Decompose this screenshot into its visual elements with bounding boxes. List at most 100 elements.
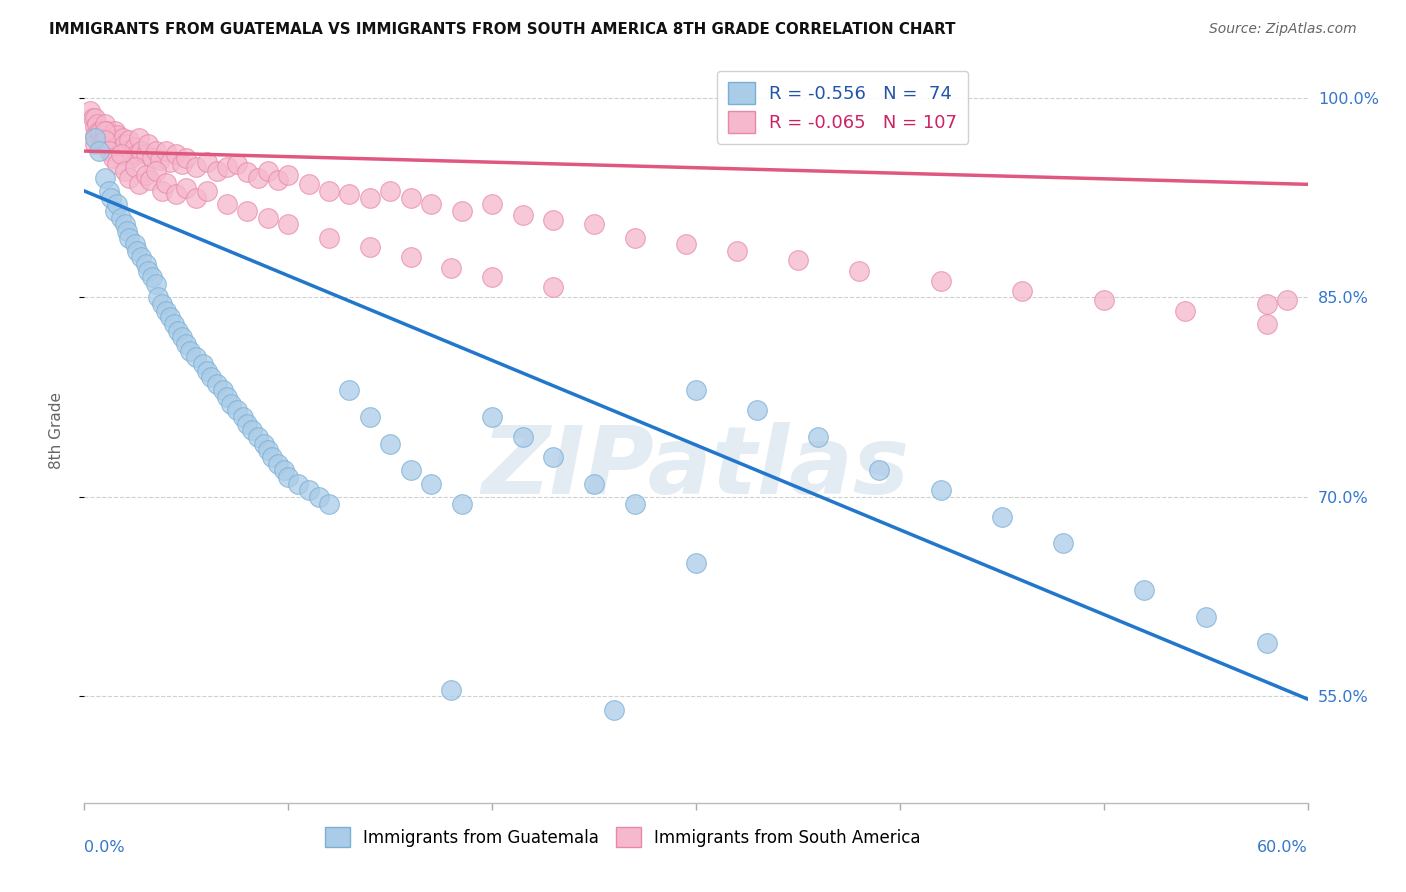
Point (105, 157, 128, 171)
Point (105, 197, 128, 211)
Point (101, 133, 124, 147)
Point (87, 124, 110, 138)
Point (399, 251, 422, 265)
Point (127, 244, 149, 258)
Point (83, 130, 105, 145)
Point (138, 173, 160, 187)
Point (135, 257, 157, 271)
Point (380, 436, 402, 450)
Point (236, 203, 259, 218)
Point (146, 290, 169, 304)
Point (481, 270, 503, 285)
Point (869, 463, 891, 477)
Point (991, 509, 1014, 524)
Point (260, 450, 283, 464)
Point (127, 146, 149, 161)
Point (124, 237, 146, 252)
Point (108, 137, 131, 152)
Text: 60.0%: 60.0% (1257, 840, 1308, 855)
Point (118, 133, 141, 147)
Point (100, 191, 122, 205)
Point (219, 397, 242, 411)
Point (145, 144, 167, 158)
Point (298, 178, 321, 192)
Text: Source: ZipAtlas.com: Source: ZipAtlas.com (1209, 22, 1357, 37)
Point (150, 184, 173, 198)
Point (91, 133, 114, 147)
Point (339, 186, 361, 201)
Point (145, 164, 167, 178)
Point (118, 170, 141, 185)
Point (1052, 536, 1074, 550)
Point (308, 490, 330, 504)
Point (267, 457, 290, 471)
Point (186, 191, 208, 205)
Point (583, 476, 606, 491)
Point (246, 430, 269, 444)
Point (105, 128, 128, 142)
Point (141, 270, 163, 285)
Point (217, 390, 239, 404)
Point (236, 417, 259, 431)
Point (167, 324, 190, 338)
Point (82, 111, 104, 125)
Point (298, 483, 321, 498)
Point (141, 151, 163, 165)
Point (155, 144, 177, 158)
Point (90, 124, 112, 138)
Point (1011, 284, 1033, 298)
Point (131, 251, 153, 265)
Point (1256, 317, 1278, 331)
Point (90, 130, 112, 145)
Point (359, 410, 381, 425)
Point (253, 436, 276, 450)
Point (512, 208, 534, 222)
Point (165, 146, 187, 161)
Point (110, 146, 132, 161)
Point (277, 168, 299, 182)
Point (318, 230, 340, 244)
Point (155, 303, 177, 318)
Point (1092, 293, 1115, 307)
Point (481, 410, 503, 425)
Point (97, 144, 120, 158)
Point (159, 154, 181, 169)
Point (399, 191, 422, 205)
Point (257, 443, 280, 458)
Point (97, 140, 120, 154)
Point (114, 217, 136, 231)
Point (217, 160, 239, 174)
Point (603, 703, 626, 717)
Point (725, 244, 748, 258)
Point (624, 230, 647, 244)
Point (149, 153, 172, 168)
Point (543, 279, 565, 293)
Point (277, 470, 299, 484)
Point (287, 476, 309, 491)
Point (624, 497, 647, 511)
Point (110, 211, 132, 225)
Point (747, 403, 769, 417)
Point (195, 363, 218, 377)
Point (165, 186, 187, 201)
Point (93, 170, 115, 185)
Point (97, 184, 120, 198)
Point (205, 376, 228, 391)
Point (104, 133, 127, 147)
Point (104, 124, 127, 138)
Point (267, 173, 290, 187)
Point (93, 137, 115, 152)
Point (159, 310, 181, 325)
Point (675, 237, 697, 252)
Point (172, 157, 194, 171)
Point (1277, 293, 1299, 307)
Point (172, 330, 194, 344)
Point (118, 230, 141, 244)
Point (86, 118, 108, 132)
Point (1133, 582, 1156, 597)
Point (128, 130, 150, 145)
Point (359, 240, 381, 254)
Point (100, 137, 122, 152)
Point (420, 197, 443, 211)
Point (114, 164, 136, 178)
